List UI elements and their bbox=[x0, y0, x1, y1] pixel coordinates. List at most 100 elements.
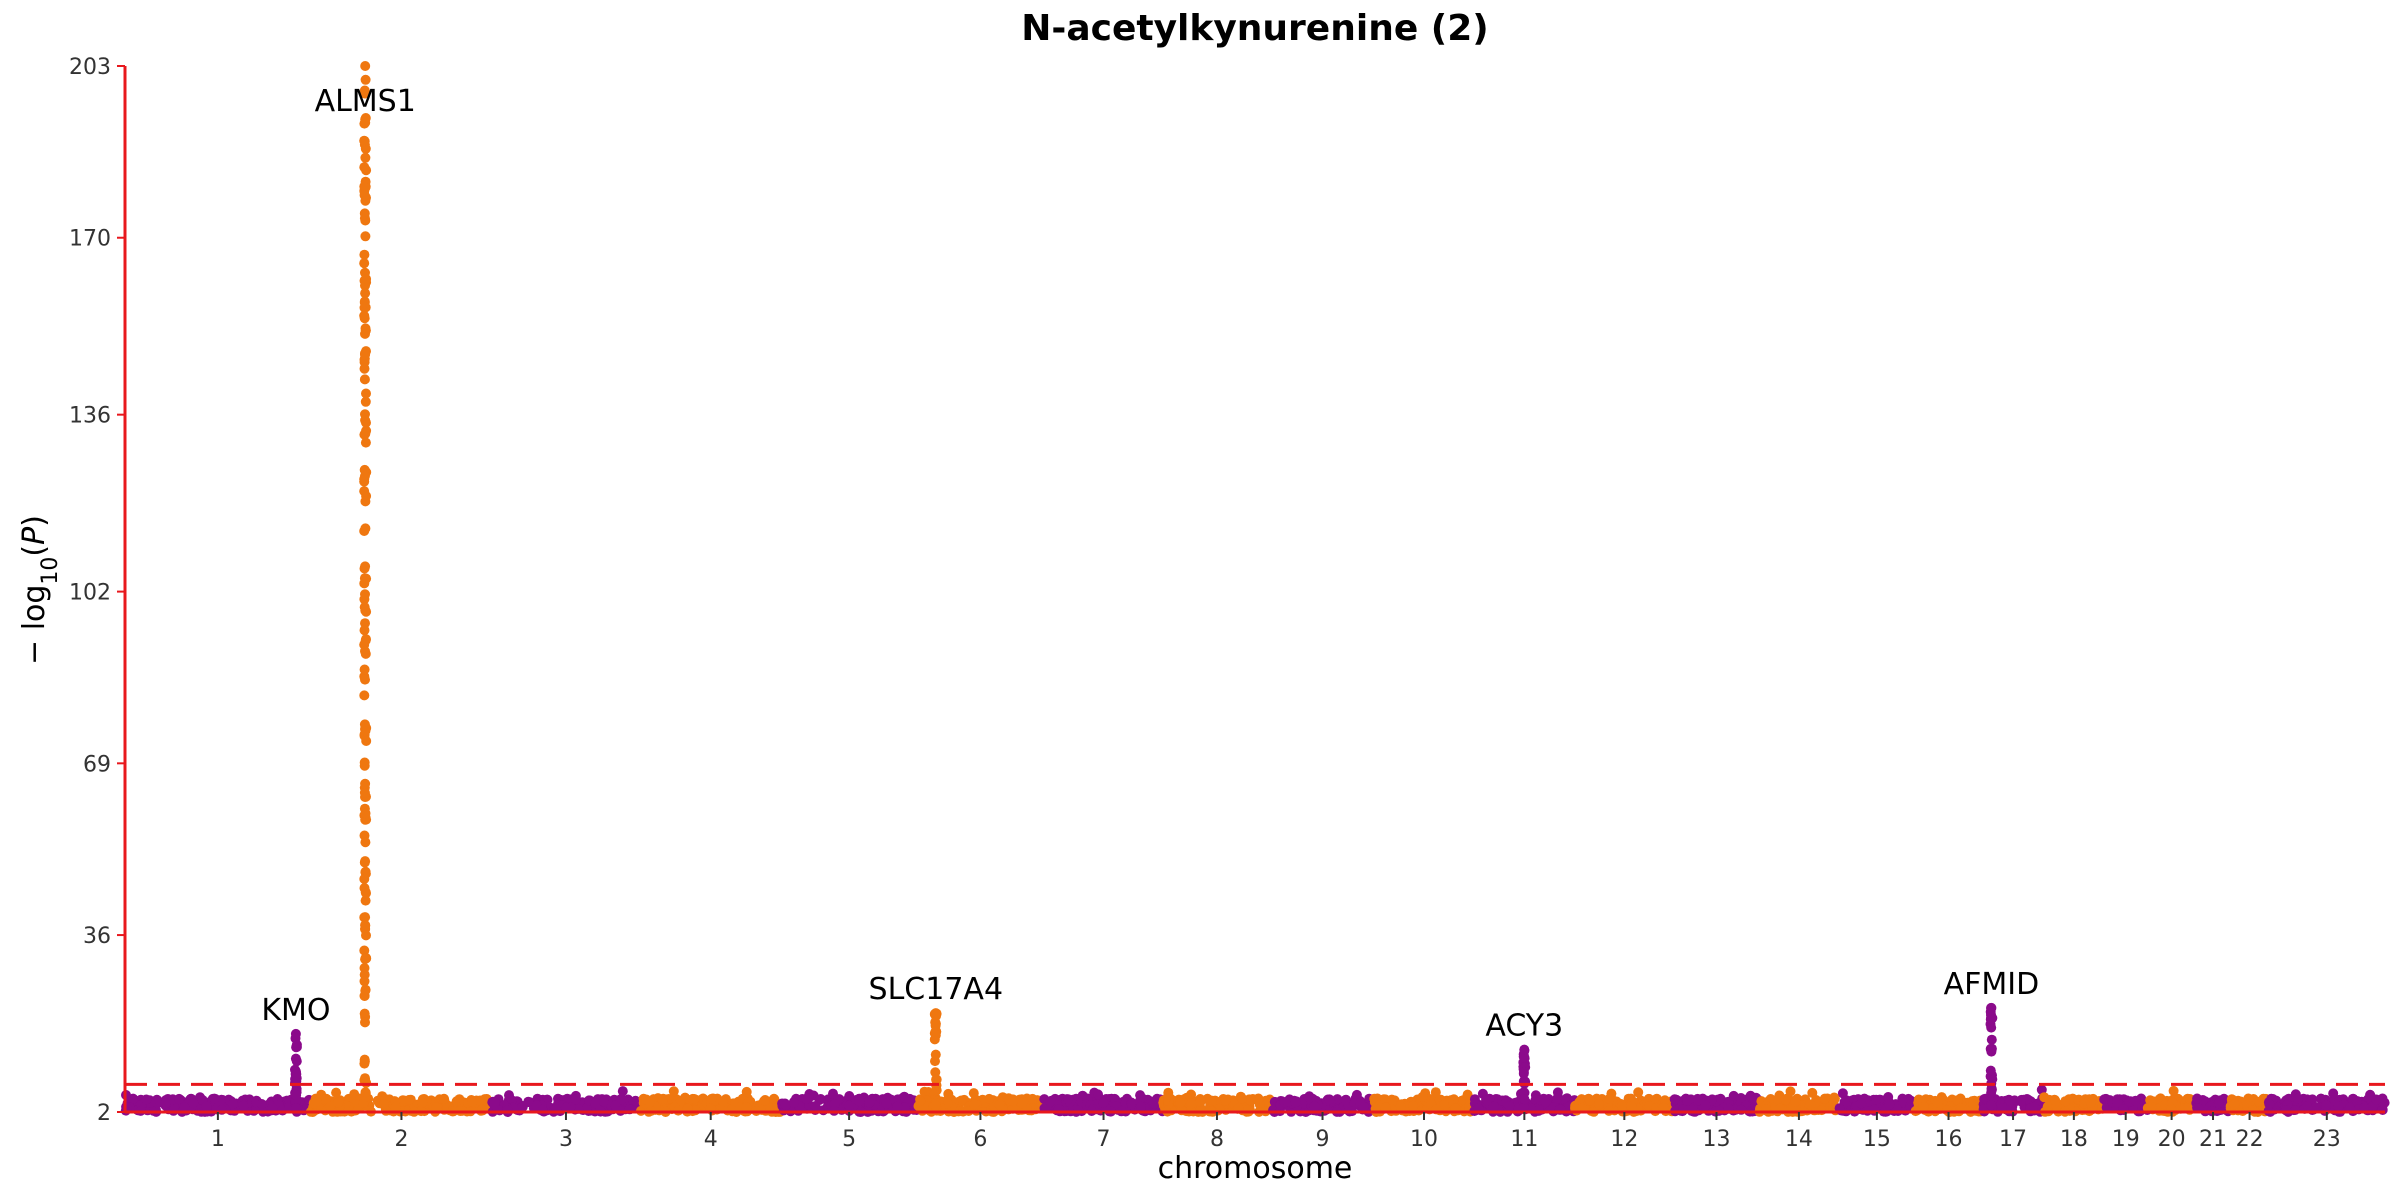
snp-point bbox=[1819, 1093, 1830, 1104]
x-tick-label: 20 bbox=[2158, 1127, 2186, 1152]
snp-point bbox=[984, 1093, 995, 1104]
snp-point bbox=[360, 808, 371, 819]
snp-point bbox=[1488, 1101, 1499, 1112]
snp-point bbox=[359, 690, 370, 701]
snp-point bbox=[1780, 1094, 1791, 1105]
snp-point bbox=[2028, 1102, 2039, 1113]
snp-point bbox=[360, 152, 371, 163]
snp-point bbox=[854, 1096, 865, 1106]
snp-point bbox=[361, 1077, 372, 1088]
snp-point bbox=[360, 231, 371, 242]
snp-point bbox=[360, 396, 371, 407]
snp-point bbox=[1700, 1100, 1711, 1111]
y-tick-label: 102 bbox=[69, 581, 111, 606]
snp-point bbox=[2371, 1094, 2382, 1105]
y-tick-label: 2 bbox=[97, 1101, 111, 1126]
snp-point bbox=[2359, 1102, 2370, 1113]
snp-point bbox=[1220, 1095, 1231, 1106]
snp-point bbox=[2146, 1102, 2157, 1113]
snp-point bbox=[930, 1030, 941, 1041]
snp-point bbox=[311, 1096, 322, 1107]
x-tick-label: 16 bbox=[1935, 1127, 1963, 1152]
snp-point bbox=[2321, 1100, 2331, 1111]
x-tick-label: 19 bbox=[2112, 1127, 2140, 1152]
snp-point bbox=[1186, 1098, 1197, 1109]
snp-point bbox=[1986, 1100, 1996, 1111]
snp-point bbox=[2192, 1093, 2203, 1104]
snp-point bbox=[1148, 1098, 1159, 1109]
snp-point bbox=[1017, 1098, 1028, 1109]
snp-point bbox=[956, 1095, 967, 1106]
snp-point bbox=[1175, 1097, 1186, 1108]
snp-point bbox=[1604, 1094, 1615, 1105]
snp-point bbox=[360, 325, 371, 336]
snp-point bbox=[1584, 1095, 1595, 1106]
snp-point bbox=[1126, 1099, 1137, 1110]
snp-point bbox=[1633, 1087, 1644, 1098]
snp-point bbox=[561, 1102, 572, 1113]
snp-point bbox=[359, 857, 370, 868]
snp-point bbox=[227, 1098, 238, 1109]
snp-point bbox=[174, 1093, 185, 1104]
x-tick-label: 12 bbox=[1610, 1127, 1638, 1152]
snp-point bbox=[238, 1100, 249, 1111]
snp-point bbox=[454, 1094, 465, 1105]
snp-point bbox=[2016, 1096, 2026, 1107]
x-tick-label: 10 bbox=[1410, 1127, 1438, 1152]
snp-point bbox=[1540, 1097, 1551, 1107]
snp-point bbox=[899, 1102, 910, 1113]
snp-point bbox=[919, 1086, 930, 1097]
snp-point bbox=[360, 589, 370, 600]
snp-point bbox=[188, 1098, 199, 1109]
x-tick-label: 11 bbox=[1510, 1127, 1538, 1152]
snp-point bbox=[1626, 1101, 1637, 1111]
snp-point bbox=[502, 1105, 513, 1116]
snp-point bbox=[741, 1086, 752, 1097]
snp-point bbox=[1519, 1044, 1530, 1055]
snp-point bbox=[741, 1102, 752, 1113]
snp-point bbox=[780, 1100, 791, 1110]
snp-point bbox=[404, 1094, 415, 1105]
snp-point bbox=[1504, 1101, 1515, 1112]
data-points bbox=[120, 61, 2390, 1117]
snp-point bbox=[290, 1028, 301, 1039]
snp-point bbox=[892, 1101, 903, 1112]
snp-point bbox=[359, 976, 370, 987]
snp-point bbox=[361, 736, 372, 746]
snp-point bbox=[360, 523, 371, 534]
snp-point bbox=[359, 787, 370, 798]
snp-point bbox=[359, 258, 370, 269]
snp-point bbox=[361, 491, 372, 501]
snp-point bbox=[361, 388, 371, 399]
snp-point bbox=[1552, 1093, 1563, 1104]
snp-point bbox=[1163, 1091, 1174, 1102]
snp-point bbox=[359, 297, 370, 308]
snp-point bbox=[1073, 1105, 1084, 1116]
snp-point bbox=[1395, 1101, 1406, 1112]
y-tick-label: 170 bbox=[69, 227, 111, 252]
snp-point bbox=[658, 1093, 669, 1104]
snp-point bbox=[359, 85, 370, 96]
snp-point bbox=[467, 1097, 478, 1108]
snp-point bbox=[141, 1094, 152, 1105]
snp-point bbox=[1986, 1002, 1997, 1013]
x-tick-label: 13 bbox=[1702, 1127, 1730, 1152]
snp-point bbox=[1027, 1093, 1038, 1104]
gene-label: SLC17A4 bbox=[869, 972, 1004, 1007]
snp-point bbox=[1986, 1034, 1997, 1045]
snp-point bbox=[359, 363, 370, 374]
snp-point bbox=[359, 664, 370, 675]
snp-point bbox=[2050, 1095, 2061, 1106]
snp-point bbox=[360, 674, 370, 685]
snp-point bbox=[864, 1097, 875, 1108]
snp-point bbox=[1785, 1086, 1796, 1097]
snp-point bbox=[360, 143, 371, 154]
chart-title: N-acetylkynurenine (2) bbox=[1021, 8, 1488, 49]
snp-point bbox=[360, 561, 371, 572]
snp-point bbox=[706, 1093, 717, 1104]
snp-point bbox=[644, 1097, 655, 1108]
snp-point bbox=[359, 249, 370, 260]
snp-point bbox=[1518, 1067, 1529, 1078]
snp-point bbox=[1658, 1102, 1669, 1113]
snp-point bbox=[844, 1091, 855, 1101]
